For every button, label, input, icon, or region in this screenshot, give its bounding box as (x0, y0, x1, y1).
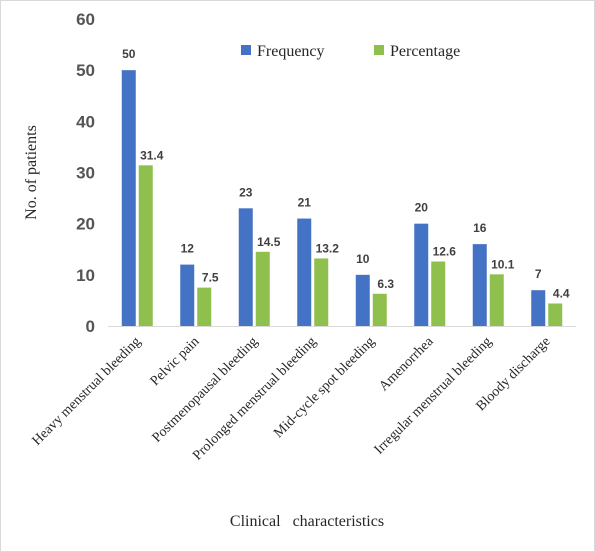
legend: Frequency Percentage (241, 43, 460, 60)
category-label: Amenorrhea (376, 334, 437, 395)
percentage-data-label: 31.4 (140, 148, 164, 162)
legend-label: Frequency (257, 43, 325, 60)
frequency-data-label: 12 (181, 242, 195, 256)
percentage-data-label: 7.5 (202, 271, 219, 285)
y-tick-label: 20 (76, 215, 95, 234)
percentage-data-label: 4.4 (553, 286, 570, 300)
category-label: Mid-cycle spot bleeding (271, 334, 378, 441)
percentage-bar (372, 293, 387, 326)
percentage-bar (138, 165, 153, 326)
category-label: Prolonged menstrual bleeding (190, 334, 319, 463)
percentage-data-label: 14.5 (257, 235, 281, 249)
percentage-data-label: 13.2 (316, 241, 340, 255)
frequency-bar (472, 244, 487, 326)
frequency-bar (180, 264, 195, 326)
y-tick-label: 30 (76, 164, 95, 183)
frequency-bar (121, 70, 136, 327)
frequency-data-label: 10 (356, 252, 370, 266)
y-tick-label: 50 (76, 61, 95, 80)
percentage-bar (548, 303, 563, 326)
frequency-data-label: 16 (473, 221, 487, 235)
category-label: Pelvic pain (148, 334, 203, 389)
bars (121, 70, 563, 327)
frequency-data-label: 23 (239, 185, 253, 199)
percentage-bar (314, 258, 329, 326)
frequency-bar (297, 218, 312, 326)
y-tick-label: 0 (86, 317, 95, 336)
y-tick-label: 40 (76, 112, 95, 131)
frequency-bar (355, 274, 370, 326)
y-axis-ticks: 0 10 20 30 40 50 60 (76, 10, 95, 336)
legend-label: Percentage (390, 43, 460, 60)
y-tick-label: 60 (76, 10, 95, 29)
percentage-bar (197, 287, 212, 326)
category-label: Irregular menstrual bleeding (372, 334, 495, 457)
y-tick-label: 10 (76, 266, 95, 285)
category-label: Heavy menstrual bleeding (30, 334, 145, 449)
category-labels: Heavy menstrual bleeding Pelvic painPostm… (30, 334, 554, 464)
percentage-bar (255, 251, 270, 326)
legend-swatch (241, 45, 251, 55)
frequency-data-label: 50 (122, 47, 136, 61)
frequency-bar (414, 223, 429, 326)
frequency-bar (531, 290, 546, 326)
percentage-data-label: 6.3 (377, 277, 394, 291)
x-axis-title: Clinical characteristics (230, 513, 384, 530)
legend-swatch (374, 45, 384, 55)
percentage-data-label: 12.6 (433, 245, 457, 259)
frequency-data-label: 20 (415, 201, 429, 215)
percentage-bar (489, 274, 504, 326)
category-label: Postmenopausal bleeding (150, 334, 262, 446)
frequency-data-label: 21 (298, 196, 312, 210)
percentage-bar (431, 261, 446, 326)
frequency-data-label: 7 (535, 267, 542, 281)
data-labels: 50 31.4 12 7.5 23 14.5 21 13.2 10 6.3 20 12.6 16 10.1… (122, 47, 570, 300)
percentage-data-label: 10.1 (491, 257, 515, 271)
frequency-bar (238, 208, 253, 326)
y-axis-title: No. of patients (23, 125, 40, 220)
